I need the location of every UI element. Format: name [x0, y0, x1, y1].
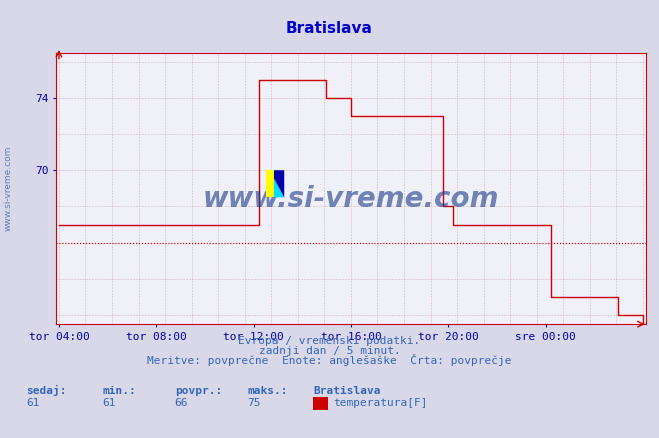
Text: maks.:: maks.:: [247, 386, 287, 396]
Text: Bratislava: Bratislava: [313, 386, 380, 396]
Polygon shape: [274, 178, 284, 198]
Text: 75: 75: [247, 399, 260, 409]
Text: www.si-vreme.com: www.si-vreme.com: [203, 185, 499, 213]
Text: povpr.:: povpr.:: [175, 386, 222, 396]
Text: Bratislava: Bratislava: [286, 21, 373, 36]
Text: www.si-vreme.com: www.si-vreme.com: [4, 146, 13, 231]
Text: min.:: min.:: [102, 386, 136, 396]
Polygon shape: [266, 170, 274, 198]
Text: temperatura[F]: temperatura[F]: [333, 399, 427, 409]
Text: 61: 61: [26, 399, 40, 409]
Text: Evropa / vremenski podatki.: Evropa / vremenski podatki.: [239, 336, 420, 346]
Text: 61: 61: [102, 399, 115, 409]
Text: sedaj:: sedaj:: [26, 385, 67, 396]
Text: Meritve: povprečne  Enote: anglešaške  Črta: povprečje: Meritve: povprečne Enote: anglešaške Črt…: [147, 354, 512, 366]
Polygon shape: [274, 170, 284, 198]
Text: zadnji dan / 5 minut.: zadnji dan / 5 minut.: [258, 346, 401, 356]
Text: 66: 66: [175, 399, 188, 409]
